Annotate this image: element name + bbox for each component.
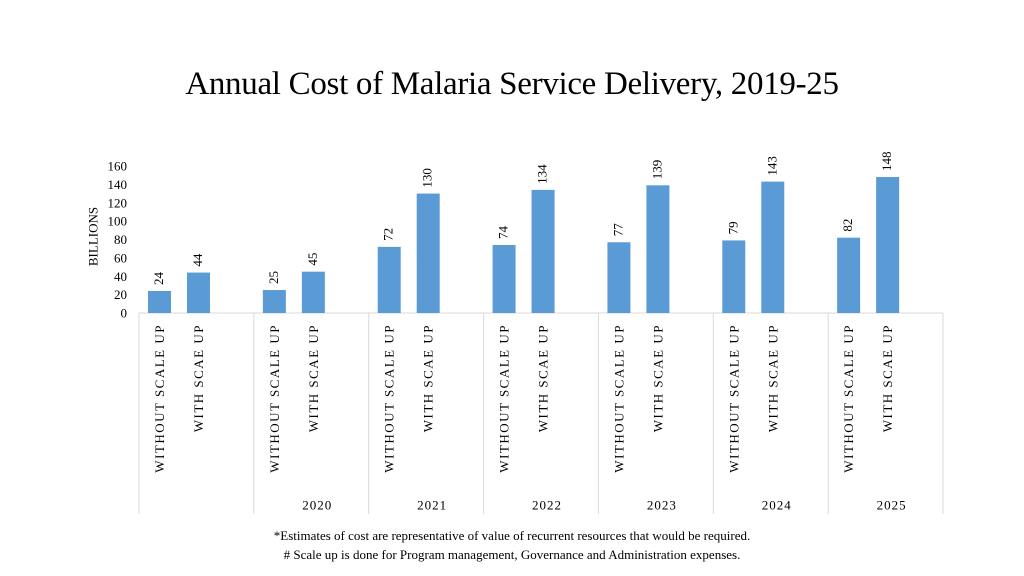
bar [377,246,401,313]
bar-value-label: 45 [305,253,320,266]
bar-value-label: 130 [420,168,435,188]
bar-value-label: 143 [764,156,779,176]
x-category-label: WITH SCAE UP [191,324,206,432]
y-tick-label: 0 [121,306,128,321]
y-tick-label: 20 [114,287,127,302]
x-year-label: 2020 [302,498,332,513]
bar-value-label: 72 [381,228,396,241]
y-tick-label: 140 [108,177,128,192]
bar [531,189,555,313]
x-category-label: WITHOUT SCALE UP [726,324,741,473]
bar [301,271,325,313]
y-tick-label: 80 [114,232,127,247]
bar-value-label: 134 [535,164,550,184]
bar [416,193,440,313]
bar-value-label: 79 [725,221,740,234]
y-tick-label: 100 [108,214,128,229]
x-category-label: WITH SCAE UP [880,324,895,432]
bar [607,242,631,313]
y-tick-label: 60 [114,250,127,265]
bar-value-label: 139 [649,160,664,180]
x-category-label: WITH SCAE UP [306,324,321,432]
bar-value-label: 25 [266,271,281,284]
x-year-label: 2023 [647,498,677,513]
bar [492,245,516,313]
x-category-label: WITHOUT SCALE UP [267,324,282,473]
bar-value-label: 24 [151,271,166,285]
chart-title: Annual Cost of Malaria Service Delivery,… [185,66,839,102]
bar [876,177,900,313]
x-category-label: WITHOUT SCALE UP [841,324,856,473]
x-category-label: WITHOUT SCALE UP [382,324,397,473]
x-category-label: WITH SCAE UP [765,324,780,432]
x-category-label: WITHOUT SCALE UP [152,324,167,473]
x-category-label: WITHOUT SCALE UP [611,324,626,473]
bar-value-label: 74 [496,226,511,240]
bar-value-label: 44 [190,253,205,267]
x-category-label: WITH SCAE UP [421,324,436,432]
bar [262,290,286,313]
bar [837,237,861,313]
bar [722,240,746,313]
y-tick-label: 40 [114,269,127,284]
bar-value-label: 77 [610,223,625,237]
footnote-estimates: *Estimates of cost are representative of… [273,528,751,543]
bar-value-label: 148 [879,152,894,172]
bar [646,185,670,313]
bar [148,290,171,313]
x-category-label: WITH SCAE UP [536,324,551,432]
x-year-label: 2021 [417,498,447,513]
y-axis-label: BILLIONS [86,207,101,266]
bar [761,181,785,313]
y-tick-label: 160 [108,159,128,174]
bar-value-label: 82 [840,219,855,232]
footnote-scale-up: # Scale up is done for Program managemen… [283,547,741,562]
x-year-label: 2022 [532,498,562,513]
x-year-label: 2024 [762,498,792,513]
x-year-label: 2025 [877,498,907,513]
y-tick-label: 120 [108,195,128,210]
bar [187,272,210,313]
x-category-label: WITH SCAE UP [650,324,665,432]
x-category-label: WITHOUT SCALE UP [497,324,512,473]
